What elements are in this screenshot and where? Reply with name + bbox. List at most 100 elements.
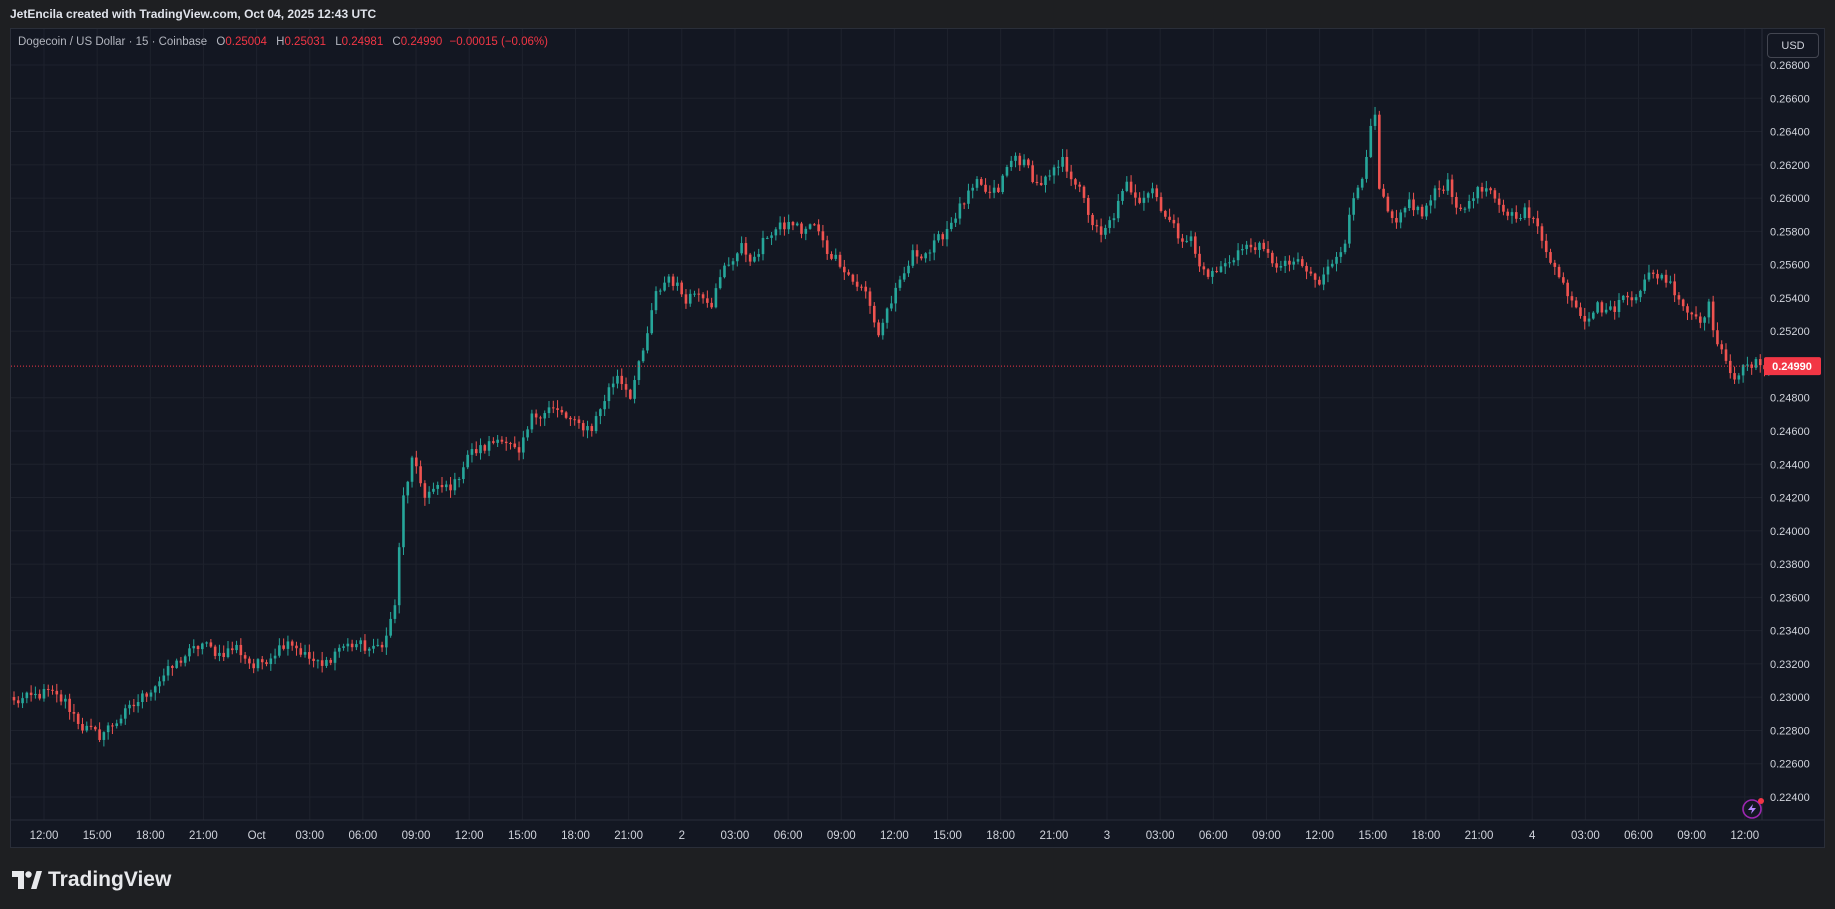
candle-body	[744, 243, 748, 255]
candle-body	[885, 308, 889, 323]
candle-body	[843, 266, 846, 273]
tradingview-logo[interactable]: TradingView	[12, 866, 171, 894]
candle-body	[1403, 208, 1407, 213]
candle-body	[1699, 316, 1702, 323]
y-tick-label: 0.26600	[1770, 93, 1810, 105]
candle-body	[1352, 198, 1355, 215]
candle-body	[547, 407, 551, 414]
candle-body	[149, 692, 153, 697]
candle-body	[920, 256, 923, 259]
sparkle-icon[interactable]	[1740, 796, 1766, 822]
candle-body	[1305, 265, 1308, 272]
candle-body	[337, 647, 341, 652]
candle-body	[1082, 186, 1086, 198]
candle-body	[1245, 244, 1248, 250]
candle-body	[1514, 212, 1518, 219]
candle-body	[795, 223, 799, 226]
candle-body	[1741, 365, 1745, 376]
candle-body	[522, 437, 525, 453]
candle-body	[218, 652, 221, 656]
candle-body	[406, 481, 410, 496]
candle-body	[1258, 242, 1261, 250]
candle-body	[543, 413, 547, 419]
candle-body	[1707, 301, 1711, 318]
candle-body	[196, 646, 200, 650]
candle-body	[487, 441, 491, 451]
candle-body	[1181, 238, 1184, 242]
candle-body	[1724, 349, 1728, 361]
candle-body	[658, 290, 662, 292]
low-label: L	[335, 36, 342, 48]
candle-body	[483, 445, 487, 451]
candle-body	[29, 692, 33, 696]
candle-body	[1570, 296, 1574, 301]
candle-body	[1125, 181, 1129, 191]
x-tick-label: 21:00	[614, 830, 643, 842]
candle-body	[68, 698, 71, 712]
candle-body	[838, 254, 842, 267]
candle-body	[1690, 312, 1694, 315]
candle-body	[894, 287, 897, 304]
x-tick-label: 15:00	[83, 830, 112, 842]
candle-body	[1566, 282, 1569, 297]
candle-body	[389, 618, 392, 636]
candle-body	[1356, 187, 1360, 199]
candle-body	[1202, 266, 1206, 270]
candle-body	[778, 222, 782, 230]
candle-body	[423, 483, 427, 498]
candle-body	[1061, 156, 1064, 167]
currency-button[interactable]: USD	[1767, 33, 1819, 58]
x-tick-label: 15:00	[1358, 830, 1387, 842]
candle-body	[1472, 198, 1475, 201]
candle-body	[1065, 156, 1069, 172]
candle-body	[299, 648, 303, 655]
candle-body	[860, 286, 863, 288]
candle-body	[201, 643, 204, 650]
candle-body	[890, 303, 893, 309]
candle-body	[1112, 218, 1116, 221]
candle-body	[209, 642, 213, 647]
candle-body	[539, 417, 542, 419]
candle-body	[496, 439, 499, 443]
candle-body	[821, 231, 825, 241]
y-tick-label: 0.25600	[1770, 260, 1810, 272]
candle-body	[1609, 306, 1612, 310]
candle-body	[911, 250, 915, 266]
candle-body	[21, 698, 24, 704]
x-tick-label: 06:00	[774, 830, 803, 842]
candle-body	[265, 662, 268, 665]
candle-body	[1519, 218, 1522, 220]
candle-body	[1532, 217, 1535, 219]
candle-body	[731, 261, 735, 265]
candle-body	[1236, 250, 1240, 261]
open-value: 0.25004	[225, 36, 267, 48]
x-tick-label: 15:00	[933, 830, 962, 842]
candle-body	[504, 441, 508, 444]
candle-body	[290, 641, 294, 646]
candle-body	[1241, 249, 1244, 251]
candle-body	[42, 688, 46, 699]
y-tick-label: 0.24400	[1770, 459, 1810, 471]
candle-body	[1382, 188, 1385, 197]
candle-body	[205, 642, 208, 644]
candle-body	[680, 282, 683, 295]
candle-body	[941, 234, 945, 240]
candle-body	[25, 692, 29, 699]
x-tick-label: 03:00	[721, 830, 750, 842]
candle-body	[1232, 260, 1236, 263]
y-tick-label: 0.24800	[1770, 393, 1810, 405]
candle-body	[872, 305, 876, 323]
candle-body	[325, 659, 328, 666]
candle-body	[1228, 262, 1231, 264]
candle-body	[1129, 181, 1133, 193]
x-tick-label: 21:00	[1465, 830, 1494, 842]
candle-body	[594, 416, 598, 432]
candle-body	[462, 467, 465, 480]
candle-body	[1604, 309, 1608, 313]
candle-body	[1647, 272, 1651, 280]
candle-body	[153, 686, 157, 693]
candle-body	[997, 187, 1000, 193]
candle-body	[1485, 188, 1488, 192]
y-tick-label: 0.23600	[1770, 592, 1810, 604]
